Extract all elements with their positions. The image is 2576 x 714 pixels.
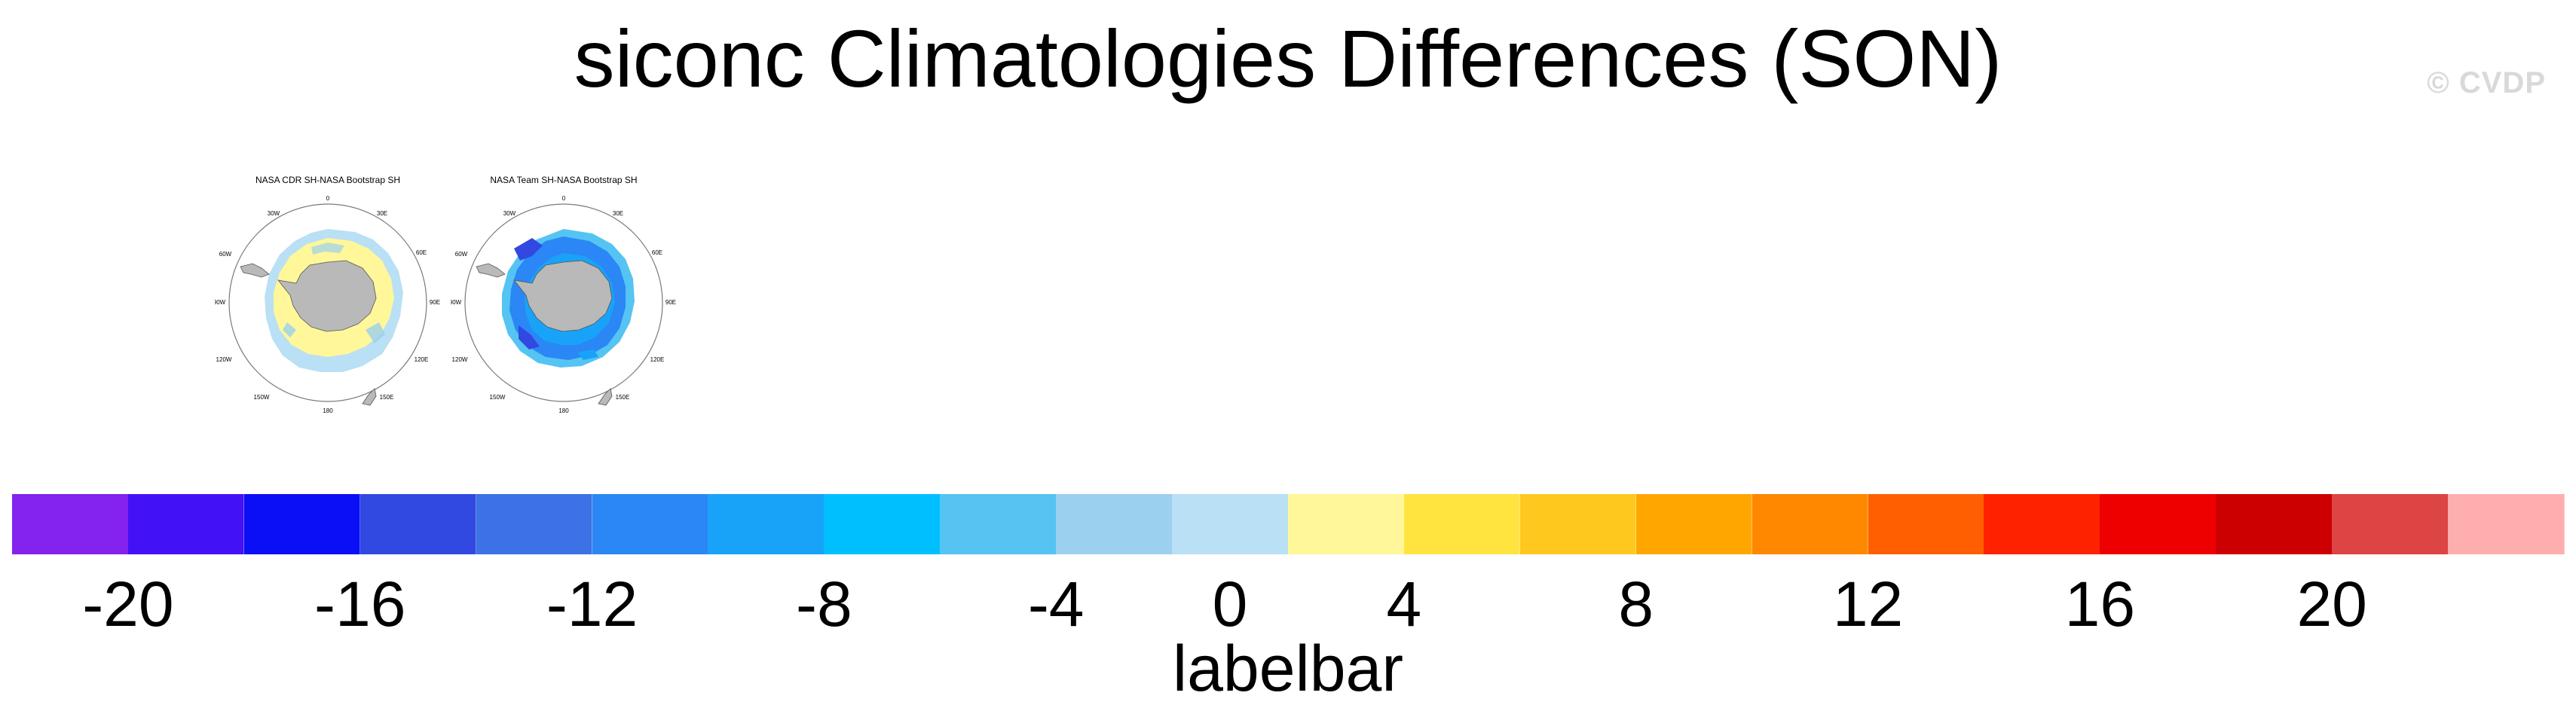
lon-label: 90E [665, 299, 676, 306]
colorbar-box [1403, 494, 1521, 554]
lon-label: 60E [652, 249, 662, 256]
lon-label: 180 [558, 407, 569, 414]
lon-label: 90W [215, 299, 226, 306]
map-panel-title: NASA Team SH-NASA Bootstrap SH [490, 175, 638, 185]
colorbar-label: labelbar [1173, 633, 1403, 705]
lon-label: 90E [430, 299, 440, 306]
colorbar-box [1172, 494, 1289, 554]
colorbar-box [12, 494, 129, 554]
colorbar-box [2332, 494, 2449, 554]
lon-label: 30W [503, 210, 516, 217]
antarctic-polar-map-icon: 0 30E 60E 90E 120E 150E 180 150W 120W 90… [215, 195, 440, 414]
colorbar-box [1868, 494, 1985, 554]
lon-label: 30W [268, 210, 280, 217]
colorbar-tick-label: -16 [314, 569, 406, 639]
colorbar-box [1519, 494, 1637, 554]
lon-label: 150W [254, 394, 270, 401]
watermark-text: © CVDP [2427, 66, 2546, 99]
colorbar-box [2216, 494, 2333, 554]
map-panel-2: NASA Team SH-NASA Bootstrap SH 0 30E 60E… [451, 175, 677, 431]
colorbar-box [1984, 494, 2100, 554]
chart-title: siconc Climatologies Differences (SON) [574, 13, 2002, 104]
lon-label: 30E [377, 210, 387, 217]
colorbar-tick-label: 20 [2296, 569, 2367, 639]
lon-label: 120W [216, 356, 232, 363]
colorbar-tick-label: -8 [796, 569, 852, 639]
colorbar-tick-label: 8 [1618, 569, 1654, 639]
lon-label: 90W [451, 299, 462, 306]
colorbar-box [940, 494, 1057, 554]
colorbar-box [1288, 494, 1405, 554]
colorbar-box [1635, 494, 1753, 554]
lon-label: 120E [650, 356, 665, 363]
colorbar-tick-label: 12 [1832, 569, 1904, 639]
antarctic-polar-map-icon: 0 30E 60E 90E 120E 150E 180 150W 120W 90… [451, 195, 676, 414]
lon-label: 120W [452, 356, 468, 363]
map-panel-title: NASA CDR SH-NASA Bootstrap SH [255, 175, 401, 185]
lon-label: 120E [415, 356, 429, 363]
lon-label: 60W [219, 251, 232, 258]
colorbar-tick-label: -20 [82, 569, 174, 639]
colorbar-box [708, 494, 825, 554]
colorbar-tick-label: -12 [546, 569, 638, 639]
colorbar-tick-label: 4 [1386, 569, 1422, 639]
lon-label: 30E [613, 210, 623, 217]
colorbar-tick-label: -4 [1027, 569, 1085, 639]
lon-label: 150W [490, 394, 506, 401]
lon-label: 150E [616, 394, 630, 401]
colorbar-tick-label: 0 [1212, 569, 1248, 639]
lon-label: 0 [326, 195, 330, 202]
colorbar [12, 494, 2565, 554]
colorbar-box [1751, 494, 1869, 554]
lon-label: 60E [416, 249, 427, 256]
lon-label: 150E [380, 394, 394, 401]
colorbar-box [1056, 494, 1173, 554]
colorbar-box [592, 494, 709, 554]
colorbar-box [2100, 494, 2217, 554]
lon-label: 60W [455, 251, 468, 258]
colorbar-box [127, 494, 245, 554]
colorbar-box [476, 494, 593, 554]
colorbar-box [2448, 494, 2565, 554]
colorbar-box [243, 494, 361, 554]
lon-label: 0 [562, 195, 566, 202]
colorbar-box [359, 494, 477, 554]
lon-label: 180 [323, 407, 333, 414]
map-panel-1: NASA CDR SH-NASA Bootstrap SH 0 30E 60E … [215, 175, 441, 431]
colorbar-tick-label: 16 [2064, 569, 2136, 639]
colorbar-box [824, 494, 941, 554]
